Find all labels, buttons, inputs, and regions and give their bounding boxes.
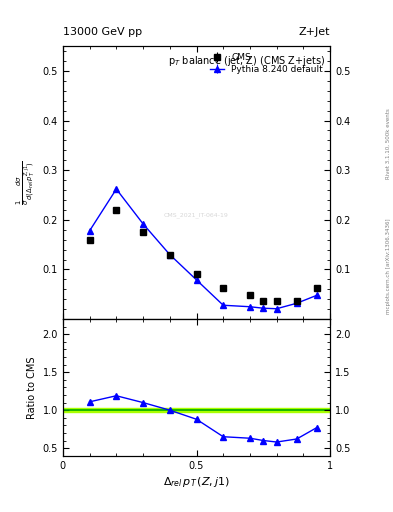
Text: Rivet 3.1.10, 500k events: Rivet 3.1.10, 500k events (386, 108, 391, 179)
Y-axis label: $\frac{1}{\sigma}\frac{d\sigma}{d(\Delta_{rel}\,p_T^{Z,j1})}$: $\frac{1}{\sigma}\frac{d\sigma}{d(\Delta… (15, 160, 37, 205)
Text: 13000 GeV pp: 13000 GeV pp (63, 27, 142, 37)
X-axis label: $\Delta_{rel}\,p_T\,(Z,j1)$: $\Delta_{rel}\,p_T\,(Z,j1)$ (163, 475, 230, 489)
Text: Z+Jet: Z+Jet (299, 27, 330, 37)
Text: p$_T$ balance (jet, Z) (CMS Z+jets): p$_T$ balance (jet, Z) (CMS Z+jets) (168, 54, 325, 68)
Y-axis label: Ratio to CMS: Ratio to CMS (27, 356, 37, 419)
Text: CMS_2021_IT-064-19: CMS_2021_IT-064-19 (164, 212, 229, 218)
Text: mcplots.cern.ch [arXiv:1306.3436]: mcplots.cern.ch [arXiv:1306.3436] (386, 219, 391, 314)
Legend: CMS, Pythia 8.240 default: CMS, Pythia 8.240 default (208, 51, 326, 77)
Bar (63, 408, 330, 413)
